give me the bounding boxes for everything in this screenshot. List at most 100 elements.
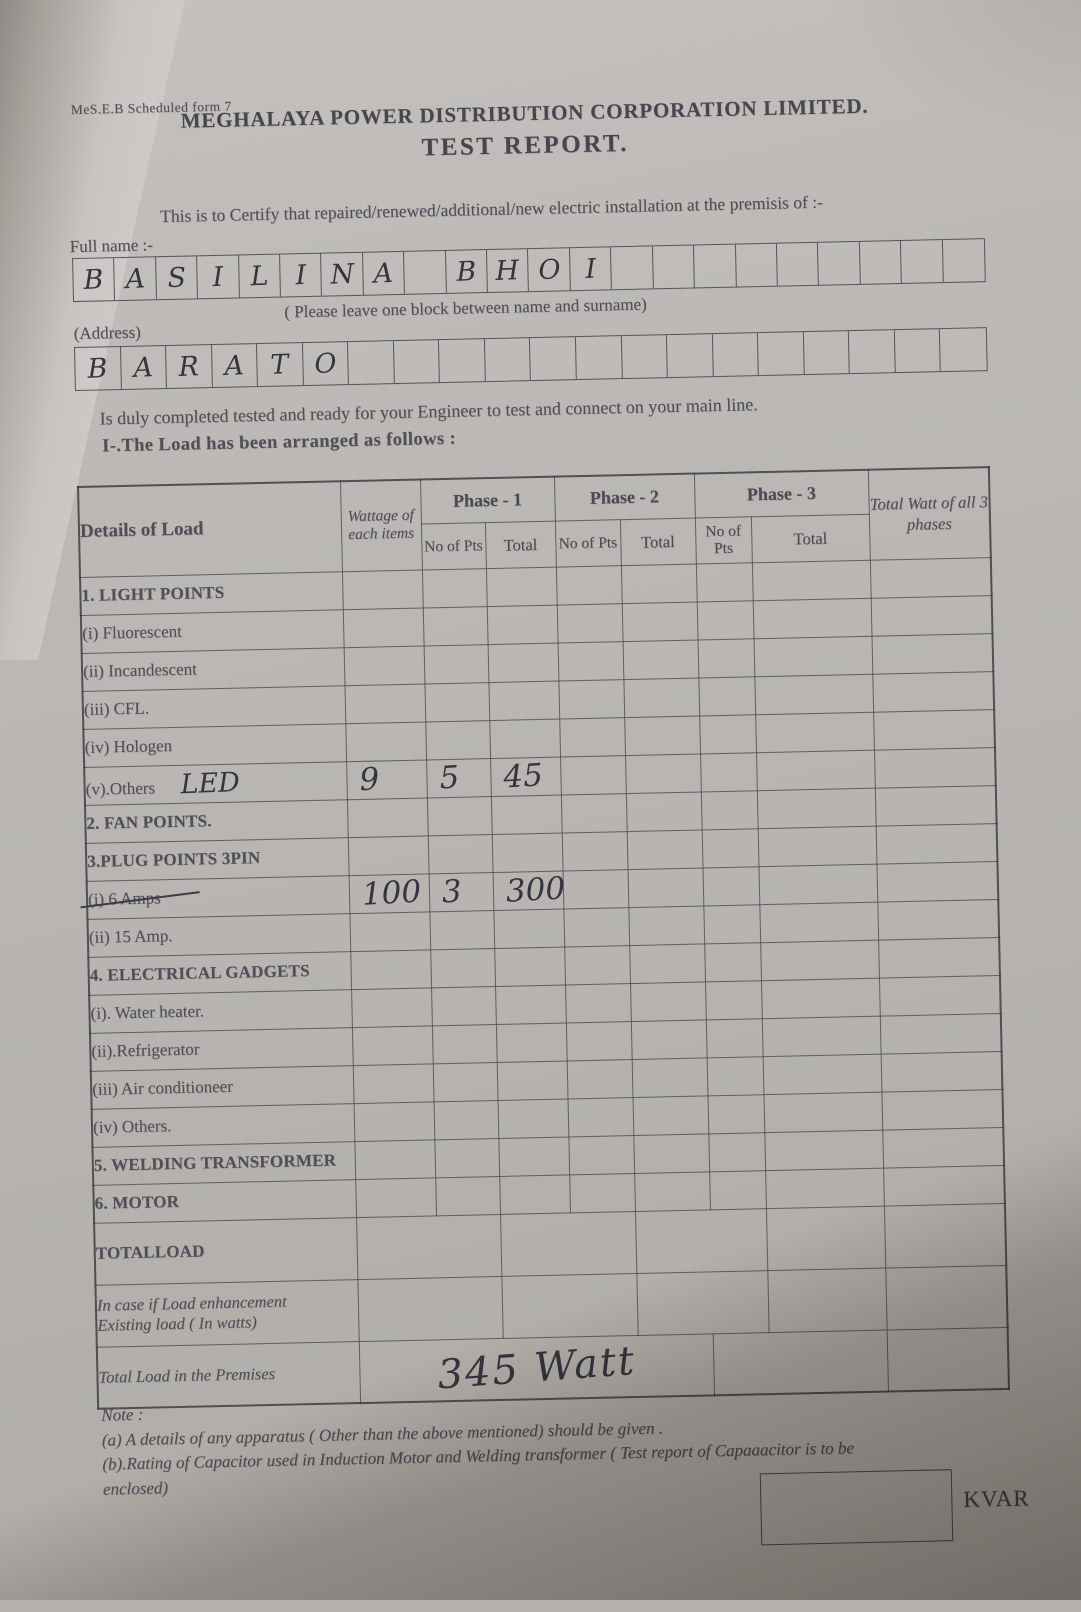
row-label-cell: (iv) Hologen — [83, 723, 347, 767]
load-table-cell — [870, 595, 993, 636]
row-label-cell: In case if Load enhancement Existing loa… — [95, 1279, 359, 1347]
load-table-cell: 9 — [346, 759, 427, 800]
handwritten-letter: B — [83, 263, 105, 296]
handwritten-value: 5 — [437, 758, 460, 797]
name-letter-box: B — [445, 250, 488, 293]
load-table-cell — [567, 1097, 634, 1137]
load-table-cell: 5 — [426, 758, 491, 798]
load-table-cell — [565, 1021, 632, 1061]
header-details-of-load: Details of Load — [78, 481, 342, 577]
row-label: (v).Others — [85, 777, 156, 799]
address-label: (Address) — [73, 322, 141, 344]
row-label-cell: (i) 6 Amps — [86, 875, 350, 919]
row-label: (iv) Hologen — [84, 736, 173, 757]
address-letter-box — [712, 333, 759, 377]
load-table-cell — [700, 752, 757, 792]
name-letter-box — [735, 243, 778, 287]
row-label: (ii) 15 Amp. — [88, 926, 173, 947]
load-table-cell — [709, 1170, 766, 1210]
load-table-cell — [763, 1091, 883, 1133]
load-table-cell — [883, 1202, 1007, 1268]
row-label: TOTALLOAD — [95, 1241, 205, 1263]
load-table-cell — [879, 1012, 1002, 1054]
load-table-cell — [486, 604, 558, 645]
load-table-cell — [559, 717, 626, 757]
load-table-cell — [880, 1050, 1003, 1092]
row-label: (i). Water heater. — [90, 1001, 205, 1023]
load-table-cell — [569, 1173, 635, 1213]
load-table-cell — [764, 1129, 884, 1171]
load-table-cell — [498, 1136, 570, 1176]
load-table-cell — [869, 557, 992, 598]
load-table-cell — [704, 942, 761, 982]
header-wattage: Wattage of each items — [339, 479, 422, 572]
address-letter-box — [439, 339, 486, 383]
load-table-cell — [350, 949, 432, 990]
handwritten-letter: I — [211, 261, 224, 293]
handwritten-value: 9 — [357, 760, 380, 798]
load-table-cell — [626, 829, 703, 870]
load-table-cell — [878, 937, 1000, 978]
load-table-cell — [355, 1177, 437, 1218]
load-table-cell — [343, 645, 425, 686]
load-table-cell: 45 — [490, 756, 561, 797]
load-table-cell — [500, 1211, 637, 1276]
name-letter-box: H — [487, 249, 530, 293]
load-table-cell — [759, 901, 879, 943]
handwritten-letter: H — [495, 254, 521, 287]
load-table-cell — [495, 1022, 567, 1063]
load-table-cell — [558, 679, 625, 719]
handwritten-letter: R — [178, 350, 200, 383]
load-table-cell — [341, 569, 423, 610]
load-table-cell — [632, 1095, 709, 1136]
load-table-cell — [756, 749, 875, 791]
load-table-cell — [873, 747, 996, 788]
load-table-cell — [351, 987, 432, 1028]
handwritten-letter: A — [124, 262, 146, 295]
load-table-cell — [755, 711, 874, 753]
load-table-cell — [493, 908, 565, 949]
row-label-cell: (ii) 15 Amp. — [87, 913, 351, 957]
load-table-cell — [557, 641, 624, 681]
handwritten-letter: O — [313, 347, 338, 380]
load-table-cell — [622, 639, 699, 680]
name-letter-box — [942, 239, 984, 282]
load-table-cell — [705, 1018, 763, 1058]
name-letter-box: I — [280, 253, 323, 297]
header-phase-3: Phase - 3 — [693, 469, 869, 518]
load-table-cell — [882, 1126, 1005, 1168]
load-table-cell — [346, 797, 428, 838]
load-table-cell — [431, 1024, 497, 1064]
address-letter-box — [530, 337, 577, 381]
handwritten-entry: LED — [180, 766, 241, 800]
load-table-cell — [877, 899, 1000, 940]
load-table-cell — [765, 1167, 884, 1209]
load-table-cell — [701, 828, 759, 868]
load-table-cell — [703, 904, 761, 944]
address-letter-box — [758, 332, 805, 376]
address-letter-box: A — [211, 344, 259, 388]
row-label-cell: 5. WELDING TRANSFORMER — [92, 1141, 356, 1185]
name-letter-box: I — [569, 247, 613, 291]
load-table-cell — [757, 825, 877, 867]
load-table-cell — [695, 562, 753, 602]
load-table-cell — [487, 642, 559, 683]
load-table-cell — [497, 1098, 569, 1138]
load-table-cell — [634, 1208, 768, 1274]
load-table-cell — [756, 787, 876, 829]
load-arranged-heading: I-.The Load has been arranged as follows… — [101, 428, 457, 457]
load-table-cell — [566, 1059, 633, 1099]
handwritten-letter: A — [224, 349, 245, 382]
load-table-cell — [883, 1164, 1005, 1206]
load-table-cell — [489, 718, 561, 759]
handwritten-letter: A — [132, 351, 154, 384]
address-letter-box — [940, 328, 986, 371]
ready-line: Is duly completed tested and ready for y… — [99, 394, 758, 429]
row-label-cell: 4. ELECTRICAL GADGETS — [88, 951, 352, 995]
load-table-cell — [875, 823, 998, 864]
header-details-label: Details of Load — [79, 518, 204, 543]
load-table-cell — [345, 721, 427, 762]
load-table-cell — [352, 1063, 434, 1104]
load-table-cell — [699, 714, 757, 754]
